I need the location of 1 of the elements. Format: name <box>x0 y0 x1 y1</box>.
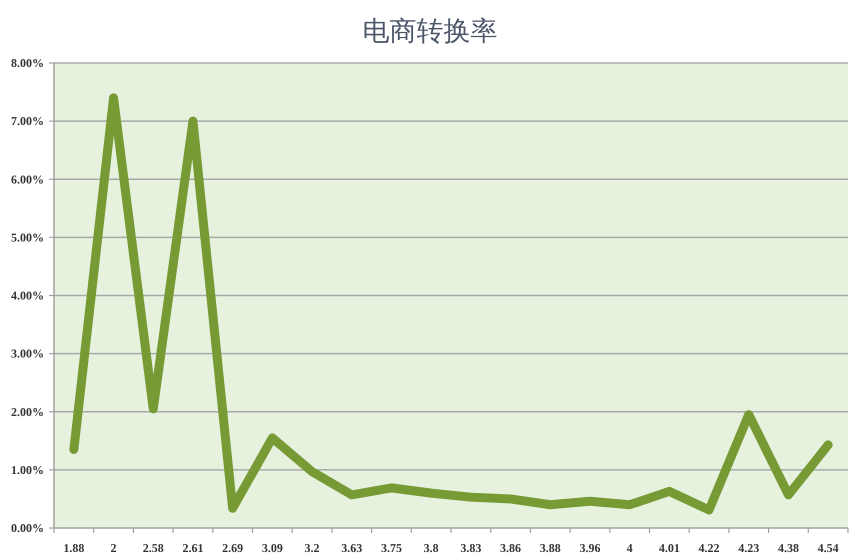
title: 电商转换率 <box>362 16 498 46</box>
